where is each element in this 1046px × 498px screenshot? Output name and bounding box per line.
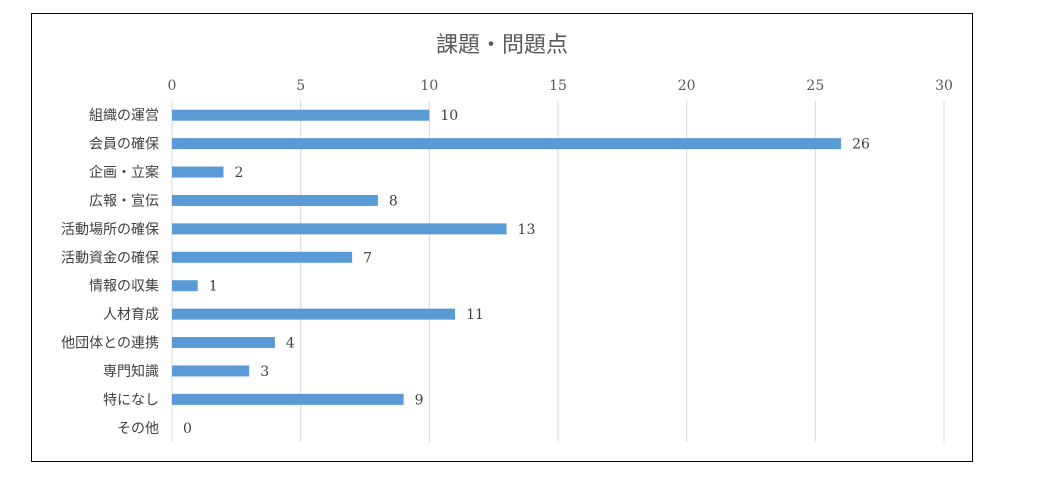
- category-label: 人材育成: [103, 307, 159, 323]
- bar: [172, 223, 507, 235]
- category-label: 組織の運営: [89, 108, 159, 124]
- data-label: 8: [389, 193, 398, 209]
- category-label: 活動場所の確保: [61, 222, 159, 238]
- x-tick-label: 0: [168, 78, 177, 94]
- category-label: 他団体との連携: [61, 336, 159, 352]
- x-axis-ticks: 0 5 10 15 20 25 30: [168, 78, 953, 94]
- data-label: 10: [440, 108, 458, 124]
- data-label: 11: [466, 307, 484, 323]
- bar: [172, 280, 198, 292]
- x-tick-label: 30: [935, 78, 953, 94]
- category-labels: 組織の運営会員の確保企画・立案広報・宣伝活動場所の確保活動資金の確保情報の収集人…: [61, 108, 159, 437]
- data-label: 4: [286, 336, 295, 352]
- category-label: 広報・宣伝: [89, 193, 159, 209]
- chart-frame: [31, 13, 973, 462]
- data-label: 0: [183, 421, 192, 437]
- bar: [172, 308, 456, 320]
- bar: [172, 365, 250, 377]
- category-label: 活動資金の確保: [61, 250, 159, 266]
- data-label: 3: [260, 364, 269, 380]
- x-tick-label: 25: [806, 78, 824, 94]
- bar: [172, 393, 404, 405]
- bar: [172, 194, 378, 206]
- category-label: 企画・立案: [89, 164, 159, 181]
- bar: [172, 166, 224, 178]
- category-label: 情報の収集: [89, 278, 159, 295]
- x-tick-label: 15: [549, 78, 567, 94]
- data-label: 2: [234, 165, 243, 181]
- category-label: その他: [117, 421, 159, 437]
- x-tick-label: 10: [420, 78, 438, 94]
- data-label: 1: [209, 279, 218, 295]
- data-label: 9: [415, 392, 424, 408]
- category-label: 会員の確保: [89, 137, 159, 153]
- data-label: 13: [518, 222, 536, 238]
- category-label: 専門知識: [103, 363, 159, 380]
- bar: [172, 138, 842, 150]
- x-tick-label: 5: [296, 78, 305, 94]
- bar: [172, 337, 275, 349]
- category-label: 特になし: [103, 392, 159, 408]
- bar: [172, 109, 430, 121]
- data-label: 26: [852, 137, 870, 153]
- data-label: 7: [363, 250, 372, 266]
- chart-title: 課題・問題点: [436, 33, 568, 58]
- x-tick-label: 20: [678, 78, 696, 94]
- bars: [172, 109, 842, 405]
- bar: [172, 251, 353, 263]
- gridlines: [300, 101, 945, 442]
